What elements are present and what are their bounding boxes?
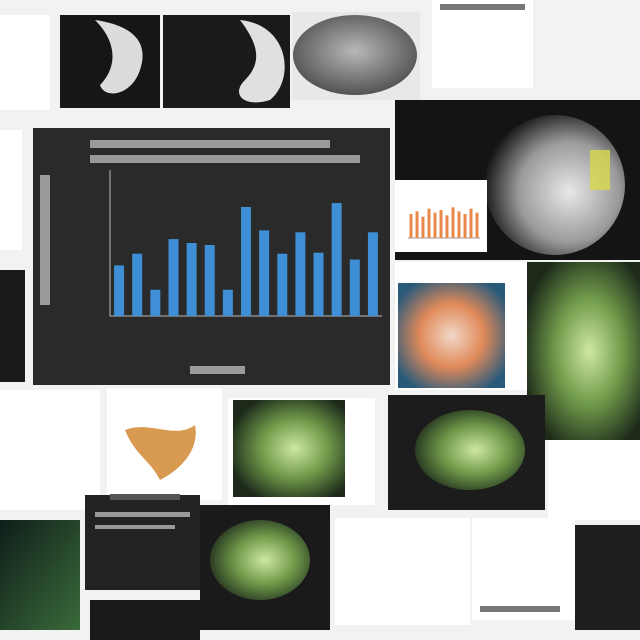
doc-panel bbox=[472, 518, 575, 620]
bar bbox=[132, 253, 143, 316]
bar bbox=[114, 265, 125, 316]
text-placeholder bbox=[190, 366, 245, 374]
bar bbox=[475, 212, 479, 238]
photo-shape bbox=[590, 150, 610, 190]
photo-shape bbox=[125, 425, 196, 480]
text-placeholder bbox=[90, 140, 330, 148]
photo-panel bbox=[575, 525, 640, 630]
bar bbox=[457, 211, 461, 238]
doc-panel bbox=[432, 0, 533, 88]
doc-panel bbox=[335, 518, 470, 625]
text-placeholder bbox=[95, 525, 175, 529]
bar bbox=[259, 230, 270, 316]
bar bbox=[433, 212, 437, 238]
bar bbox=[367, 232, 378, 316]
bar bbox=[331, 203, 342, 316]
bar bbox=[150, 289, 161, 316]
text-placeholder bbox=[480, 606, 560, 612]
bar bbox=[463, 214, 467, 238]
bar bbox=[349, 259, 360, 316]
text-placeholder bbox=[90, 155, 360, 163]
bar bbox=[445, 215, 449, 238]
bar bbox=[469, 208, 473, 238]
bar bbox=[277, 253, 288, 316]
bar bbox=[451, 207, 455, 238]
bar bbox=[241, 206, 251, 316]
bar bbox=[421, 216, 425, 238]
text-placeholder bbox=[95, 512, 190, 517]
photo-shape bbox=[210, 520, 310, 600]
photo-panel bbox=[0, 520, 80, 630]
photo-panel bbox=[398, 283, 505, 388]
bar bbox=[168, 239, 179, 316]
bar bbox=[427, 208, 431, 238]
photo-panel bbox=[527, 262, 640, 440]
bar bbox=[222, 289, 233, 316]
illegible-text bbox=[40, 4, 560, 612]
photo-panel bbox=[0, 270, 25, 382]
photo-shape bbox=[293, 15, 417, 95]
bar bbox=[204, 244, 215, 316]
text-placeholder bbox=[40, 175, 50, 305]
photo-panel bbox=[90, 600, 200, 640]
bar bbox=[415, 211, 419, 238]
bar bbox=[409, 214, 413, 238]
doc-panel bbox=[0, 15, 50, 110]
photo-panel bbox=[233, 400, 345, 497]
bar bbox=[313, 252, 324, 316]
text-panel bbox=[85, 495, 200, 590]
doc-panel bbox=[548, 440, 640, 520]
photo-shape bbox=[95, 20, 143, 94]
bar bbox=[186, 243, 197, 316]
photo-shape bbox=[415, 410, 525, 490]
photo-shape bbox=[239, 20, 285, 103]
text-placeholder bbox=[110, 494, 180, 500]
doc-panel bbox=[0, 130, 22, 250]
bar bbox=[295, 232, 306, 316]
doc-panel bbox=[0, 390, 100, 510]
text-placeholder bbox=[440, 4, 525, 10]
bar bbox=[439, 210, 443, 238]
